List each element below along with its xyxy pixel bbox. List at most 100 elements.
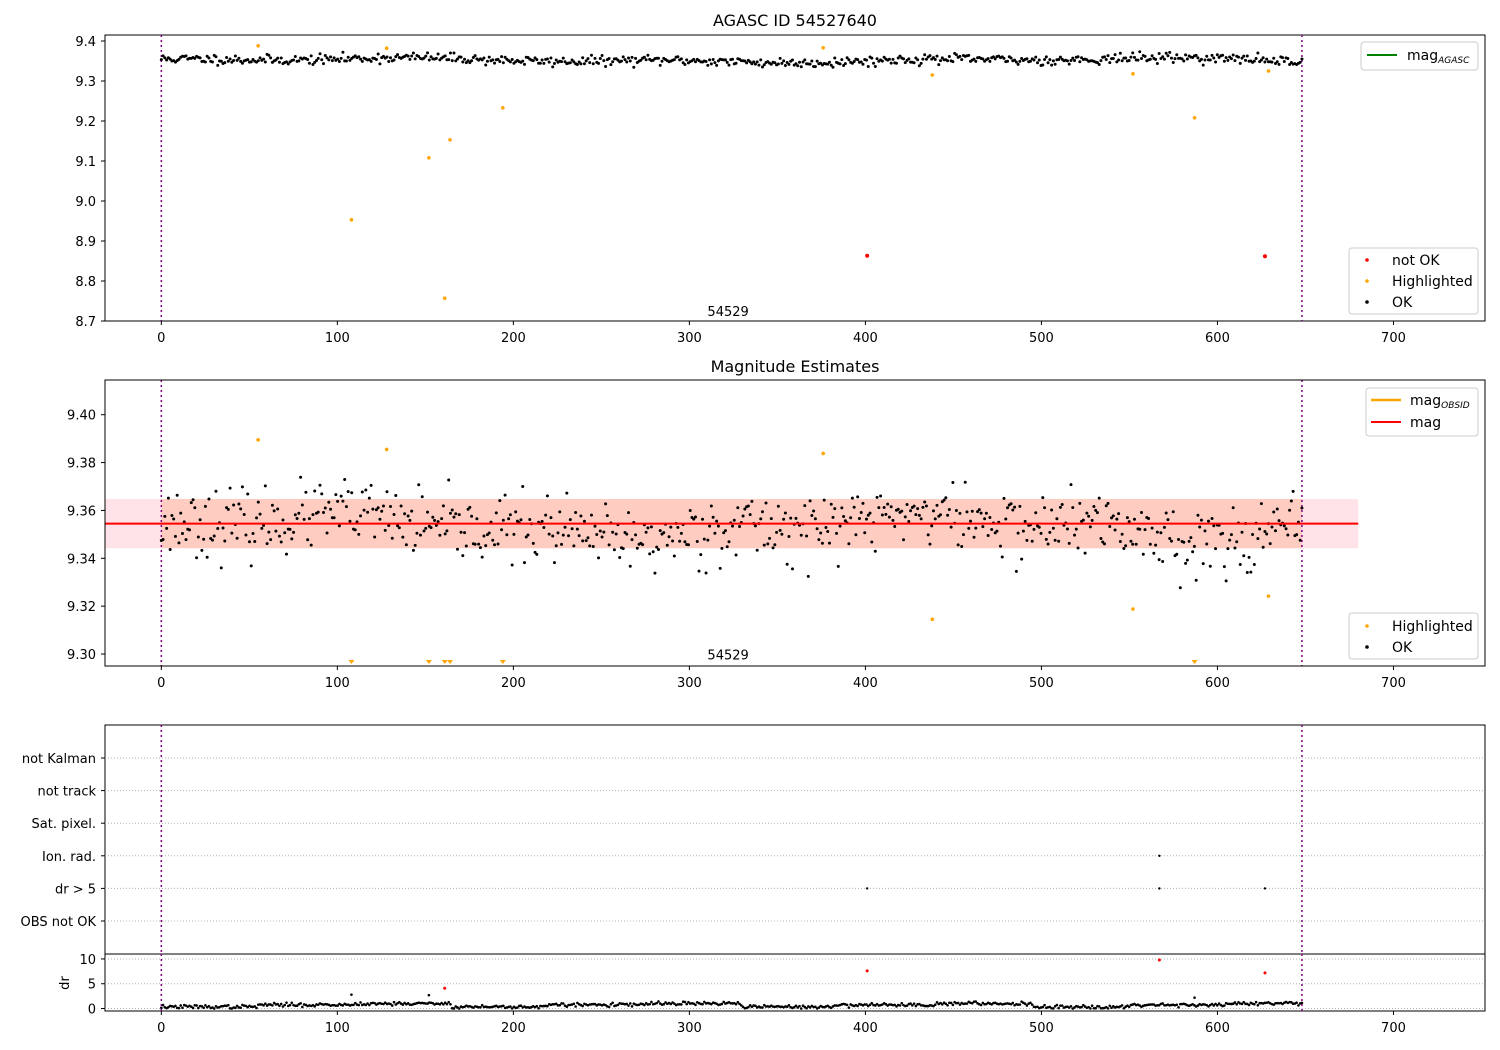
ok-point xyxy=(332,56,336,60)
ok-point xyxy=(1051,526,1055,530)
ok-point xyxy=(762,63,766,67)
ok-point xyxy=(625,60,629,64)
ok-point xyxy=(1034,55,1038,59)
ok-point xyxy=(1289,499,1293,503)
ok-point xyxy=(1085,511,1089,515)
ok-point xyxy=(426,51,430,55)
ok-point xyxy=(463,531,467,535)
ok-point xyxy=(706,538,710,542)
ok-point xyxy=(611,530,615,534)
x-tick-label: 700 xyxy=(1381,1021,1406,1036)
ok-point xyxy=(267,530,271,534)
ok-point xyxy=(398,1000,401,1004)
ok-point xyxy=(369,483,373,487)
ok-point xyxy=(932,1004,935,1008)
ok-point xyxy=(600,535,604,539)
ok-point xyxy=(685,58,689,62)
ok-point xyxy=(856,495,860,499)
ok-point xyxy=(448,511,452,515)
ok-point xyxy=(984,511,988,515)
ok-point xyxy=(1175,53,1179,57)
ok-point xyxy=(709,504,713,508)
ok-point xyxy=(914,513,918,517)
ok-point xyxy=(618,556,622,560)
ok-point xyxy=(1210,53,1214,57)
ok-point xyxy=(678,539,682,543)
ok-point xyxy=(692,57,696,61)
not-ok-point xyxy=(865,253,870,258)
ok-point xyxy=(283,1003,287,1007)
not-ok-point xyxy=(1262,254,1267,259)
ok-point xyxy=(401,1003,405,1006)
x-tick-label: 600 xyxy=(1205,1021,1230,1036)
ok-point xyxy=(299,1002,302,1005)
ok-point xyxy=(196,535,200,539)
panel-estimates: Magnitude Estimates 0 100 200 300 400 500 600 7… xyxy=(67,357,1486,691)
ok-point xyxy=(1300,1001,1304,1005)
ok-point xyxy=(753,524,757,528)
ok-point xyxy=(1185,57,1189,61)
ok-point xyxy=(503,55,507,59)
ok-point xyxy=(935,54,939,58)
ok-point xyxy=(475,517,479,521)
ok-point xyxy=(380,509,384,513)
ok-point xyxy=(651,550,655,554)
ok-point xyxy=(202,537,206,541)
ok-point xyxy=(972,57,976,61)
ok-point xyxy=(311,513,315,517)
ok-point xyxy=(262,1004,265,1007)
ok-point xyxy=(399,504,403,508)
ok-point xyxy=(780,61,784,65)
ok-point xyxy=(364,1003,368,1007)
ok-point xyxy=(1207,1005,1210,1008)
below-range-marker xyxy=(348,660,355,664)
ok-point xyxy=(420,495,424,499)
ok-point xyxy=(316,510,320,514)
ok-point xyxy=(510,58,514,62)
ok-point xyxy=(441,504,445,508)
ok-point xyxy=(760,510,764,514)
ok-point xyxy=(359,1001,362,1004)
ok-point xyxy=(669,525,673,529)
ok-point xyxy=(1108,1004,1112,1008)
ok-point xyxy=(747,1005,750,1009)
ok-point xyxy=(299,475,303,479)
ok-point xyxy=(272,1001,276,1005)
ok-point xyxy=(896,507,900,511)
ok-point xyxy=(221,526,225,530)
ok-point xyxy=(313,489,317,493)
ok-point xyxy=(879,494,883,498)
ok-point xyxy=(898,1004,902,1007)
ok-point xyxy=(976,510,980,514)
ok-point xyxy=(859,60,863,64)
ok-point xyxy=(609,1002,613,1006)
ok-point xyxy=(410,54,414,58)
ok-point xyxy=(970,1001,974,1005)
ok-point xyxy=(1090,518,1094,522)
ok-point xyxy=(1249,570,1253,574)
ok-point xyxy=(965,1002,969,1005)
ok-point xyxy=(424,54,428,58)
ok-point xyxy=(1057,1006,1060,1010)
ok-point xyxy=(713,531,717,535)
ok-point xyxy=(593,56,597,60)
ok-point xyxy=(634,533,638,537)
x-tick-label: 600 xyxy=(1205,331,1230,346)
ok-point xyxy=(1154,57,1158,61)
ok-point xyxy=(1060,1004,1064,1007)
ok-point xyxy=(1055,1003,1059,1007)
ok-point xyxy=(502,1004,505,1008)
ok-point xyxy=(565,491,569,495)
ok-point xyxy=(188,528,192,532)
x-tick-label: 400 xyxy=(853,1021,878,1036)
ok-point xyxy=(482,534,486,538)
ok-point xyxy=(676,55,680,59)
ok-point xyxy=(191,1006,195,1010)
ok-point xyxy=(508,513,512,517)
ok-point xyxy=(827,60,831,64)
ok-point xyxy=(760,65,764,69)
ok-point xyxy=(1050,508,1054,512)
ok-point xyxy=(956,1001,960,1005)
ok-point xyxy=(480,555,484,559)
ok-point xyxy=(1284,527,1288,531)
